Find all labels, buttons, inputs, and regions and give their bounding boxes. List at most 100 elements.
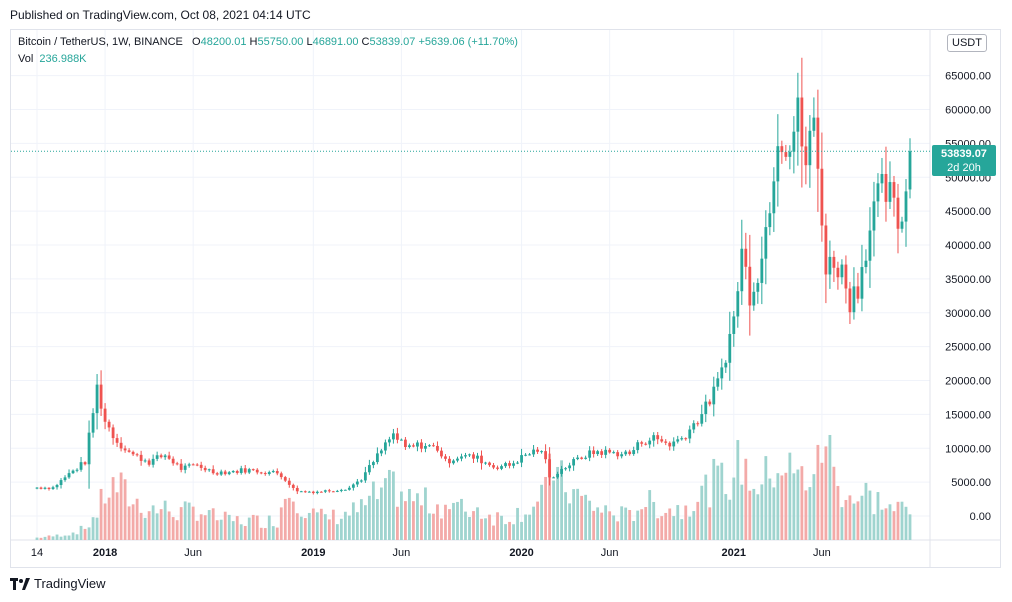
candle-body: [107, 421, 111, 428]
candle-body: [59, 480, 63, 485]
symbol-title[interactable]: Bitcoin / TetherUS, 1W, BINANCE: [18, 36, 183, 48]
candle-body: [768, 213, 772, 228]
candle-body: [251, 469, 255, 471]
volume-bar: [359, 499, 363, 540]
candle-body: [127, 450, 131, 452]
candle-body: [592, 450, 596, 455]
candle-body: [544, 451, 547, 460]
candle-body: [440, 450, 443, 457]
volume-bar: [231, 521, 235, 540]
candle-body: [311, 491, 315, 494]
footer-branding[interactable]: TradingView: [10, 576, 106, 591]
volume-bar: [123, 479, 127, 540]
volume-bar: [564, 492, 568, 540]
volume-bar: [648, 490, 652, 540]
candle-body: [379, 450, 383, 454]
volume-bar: [456, 501, 459, 540]
volume-bar: [151, 505, 155, 540]
candle-body: [460, 456, 463, 459]
candle-body: [203, 467, 207, 471]
candle-body: [159, 455, 163, 458]
volume-bar: [732, 477, 736, 540]
volume-bar: [544, 476, 547, 540]
volume-bar: [444, 504, 447, 540]
volume-bar: [708, 507, 712, 540]
candle-body: [792, 131, 796, 152]
volume-bar: [39, 537, 43, 540]
volume-bar: [664, 512, 668, 540]
volume-label[interactable]: Vol: [18, 53, 34, 65]
candle-body: [776, 146, 780, 182]
candle-body: [872, 201, 876, 231]
candle-body: [652, 435, 656, 441]
candle-body: [416, 442, 419, 447]
footer-brand-text: TradingView: [34, 576, 106, 591]
candle-body: [772, 181, 776, 214]
candle-body: [612, 452, 616, 454]
volume-bar: [812, 474, 816, 540]
volume-bar: [836, 485, 840, 540]
volume-bar: [908, 514, 912, 540]
volume-bar: [355, 512, 359, 540]
volume-bar: [468, 517, 471, 540]
candle-body: [844, 264, 848, 289]
volume-bar: [888, 504, 892, 540]
candle-body: [35, 487, 39, 489]
candle-body: [744, 248, 748, 267]
candle-body: [560, 468, 564, 474]
last-price-value: 53839.07: [941, 148, 987, 160]
candle-body: [135, 454, 139, 456]
candle-body: [307, 491, 311, 493]
volume-bar: [147, 511, 151, 540]
candle-body: [904, 191, 908, 222]
volume-bar: [235, 516, 239, 540]
chart-frame: [10, 29, 1001, 568]
volume-bar: [347, 515, 351, 540]
candle-body: [195, 464, 199, 466]
volume-bar: [51, 536, 55, 540]
candle-body: [428, 445, 431, 447]
candle-body: [496, 467, 499, 469]
candle-body: [99, 384, 103, 409]
volume-bar: [396, 506, 399, 540]
candle-body: [740, 248, 744, 292]
candle-body: [468, 454, 471, 456]
candle-body: [327, 490, 331, 492]
candle-body: [724, 362, 728, 368]
volume-bar: [776, 473, 780, 540]
volume-bar: [223, 511, 227, 540]
published-note: Published on TradingView.com, Oct 08, 20…: [10, 8, 311, 22]
candle-body: [636, 442, 640, 451]
volume-bar: [331, 509, 335, 540]
price-tick-label: 20000.00: [945, 376, 991, 388]
volume-bar: [191, 506, 195, 540]
volume-bar: [35, 537, 39, 540]
candle-body: [219, 471, 223, 475]
candle-body: [608, 449, 612, 453]
volume-bar: [115, 492, 119, 540]
volume-bar: [227, 514, 231, 540]
volume-bar: [748, 490, 752, 540]
candle-body: [187, 464, 191, 466]
volume-bar: [215, 520, 219, 540]
currency-button[interactable]: USDT: [947, 34, 987, 52]
volume-bar: [203, 515, 207, 540]
volume-bar: [700, 485, 704, 540]
volume-bar: [47, 535, 51, 540]
candle-body: [568, 465, 572, 469]
volume-bar: [532, 506, 535, 540]
time-tick-label: Jun: [393, 547, 411, 559]
candle-body: [596, 451, 600, 455]
volume-bar: [91, 517, 95, 540]
candle-body: [700, 414, 704, 424]
candle-body: [95, 384, 99, 414]
candle-body: [452, 460, 455, 464]
candle-body: [752, 291, 756, 306]
volume-bar: [792, 473, 796, 540]
volume-bar: [740, 484, 744, 540]
candle-body: [804, 146, 808, 166]
volume-bar: [660, 516, 664, 540]
volume-bar: [171, 517, 175, 540]
candle-body: [728, 333, 732, 363]
